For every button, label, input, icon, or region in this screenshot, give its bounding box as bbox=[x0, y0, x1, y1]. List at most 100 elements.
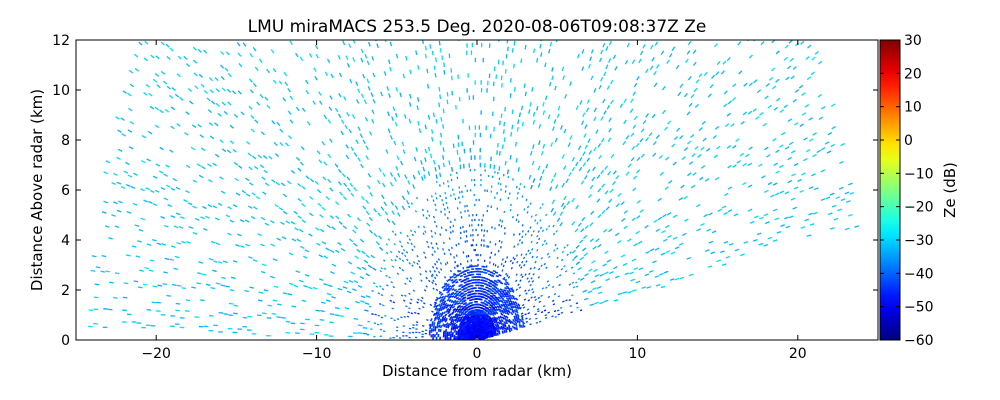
reflectivity-cell bbox=[271, 313, 277, 315]
reflectivity-cell bbox=[556, 256, 559, 260]
reflectivity-cell bbox=[480, 244, 482, 247]
reflectivity-cell bbox=[404, 254, 407, 258]
reflectivity-cell bbox=[497, 326, 500, 331]
reflectivity-cell bbox=[644, 273, 650, 277]
reflectivity-cell bbox=[509, 78, 512, 83]
reflectivity-cell bbox=[571, 166, 576, 172]
reflectivity-cell bbox=[490, 292, 494, 295]
reflectivity-cell bbox=[466, 260, 469, 263]
reflectivity-cell bbox=[448, 295, 452, 299]
reflectivity-cell bbox=[480, 42, 483, 48]
reflectivity-cell bbox=[787, 156, 792, 161]
reflectivity-cell bbox=[505, 300, 509, 304]
reflectivity-cell bbox=[698, 73, 703, 78]
reflectivity-cell bbox=[470, 290, 474, 293]
reflectivity-cell bbox=[789, 57, 794, 62]
reflectivity-cell bbox=[324, 334, 329, 336]
reflectivity-cell bbox=[550, 142, 554, 147]
reflectivity-cell bbox=[681, 156, 686, 161]
reflectivity-cell bbox=[494, 196, 496, 199]
reflectivity-cell bbox=[385, 243, 388, 246]
reflectivity-cell bbox=[631, 145, 636, 151]
reflectivity-cell bbox=[808, 117, 813, 121]
reflectivity-cell bbox=[261, 263, 267, 267]
reflectivity-cell bbox=[474, 132, 476, 138]
reflectivity-cell bbox=[450, 318, 454, 322]
reflectivity-cell bbox=[529, 150, 533, 156]
reflectivity-cell bbox=[544, 62, 547, 68]
reflectivity-cell bbox=[334, 314, 340, 317]
reflectivity-cell bbox=[519, 182, 522, 186]
reflectivity-cell bbox=[688, 273, 694, 277]
reflectivity-cell bbox=[540, 150, 544, 156]
reflectivity-cell bbox=[127, 174, 133, 178]
reflectivity-cell bbox=[493, 332, 496, 337]
reflectivity-cell bbox=[501, 330, 504, 334]
reflectivity-cell bbox=[550, 207, 554, 213]
reflectivity-cell bbox=[134, 224, 140, 227]
reflectivity-cell bbox=[288, 282, 294, 286]
reflectivity-cell bbox=[405, 251, 409, 254]
reflectivity-cell bbox=[280, 221, 285, 226]
reflectivity-cell bbox=[507, 276, 511, 279]
reflectivity-cell bbox=[412, 326, 415, 329]
reflectivity-cell bbox=[803, 137, 808, 141]
reflectivity-cell bbox=[765, 221, 770, 225]
reflectivity-cell bbox=[499, 281, 504, 285]
reflectivity-cell bbox=[613, 299, 619, 302]
reflectivity-cell bbox=[270, 220, 275, 224]
reflectivity-cell bbox=[431, 273, 434, 277]
reflectivity-cell bbox=[528, 174, 532, 180]
reflectivity-cell bbox=[105, 160, 111, 164]
reflectivity-cell bbox=[645, 137, 650, 142]
reflectivity-cell bbox=[639, 138, 644, 143]
reflectivity-cell bbox=[348, 43, 352, 49]
reflectivity-cell bbox=[446, 91, 449, 97]
reflectivity-cell bbox=[430, 195, 433, 198]
reflectivity-cell bbox=[499, 219, 502, 222]
reflectivity-cell bbox=[563, 128, 567, 134]
reflectivity-cell bbox=[400, 160, 404, 166]
reflectivity-cell bbox=[413, 156, 417, 162]
reflectivity-cell bbox=[516, 213, 519, 217]
reflectivity-cell bbox=[382, 172, 386, 177]
reflectivity-cell bbox=[148, 92, 153, 97]
reflectivity-cell bbox=[534, 298, 538, 301]
reflectivity-cell bbox=[401, 141, 405, 147]
reflectivity-cell bbox=[480, 239, 483, 242]
reflectivity-cell bbox=[655, 283, 661, 287]
reflectivity-cell bbox=[410, 202, 414, 205]
reflectivity-cell bbox=[368, 216, 373, 222]
reflectivity-cell bbox=[214, 122, 219, 127]
reflectivity-cell bbox=[449, 269, 452, 273]
reflectivity-cell bbox=[521, 230, 524, 233]
reflectivity-cell bbox=[759, 216, 764, 220]
reflectivity-cell bbox=[633, 267, 639, 271]
reflectivity-cell bbox=[435, 304, 439, 308]
reflectivity-cell bbox=[439, 94, 442, 100]
reflectivity-cell bbox=[406, 258, 409, 262]
reflectivity-cell bbox=[733, 213, 739, 217]
reflectivity-cell bbox=[561, 154, 565, 159]
reflectivity-cell bbox=[480, 173, 482, 177]
reflectivity-cell bbox=[708, 240, 714, 244]
reflectivity-cell bbox=[422, 166, 426, 172]
reflectivity-cell bbox=[536, 234, 539, 238]
reflectivity-cell bbox=[540, 52, 543, 57]
reflectivity-cell bbox=[430, 334, 433, 338]
reflectivity-cell bbox=[444, 302, 448, 306]
reflectivity-cell bbox=[295, 270, 301, 274]
reflectivity-cell bbox=[308, 53, 313, 58]
reflectivity-cell bbox=[623, 98, 627, 104]
reflectivity-cell bbox=[518, 239, 521, 242]
reflectivity-cell bbox=[773, 106, 778, 111]
reflectivity-cell bbox=[451, 331, 454, 336]
reflectivity-cell bbox=[452, 307, 457, 311]
reflectivity-cell bbox=[337, 241, 342, 246]
reflectivity-cell bbox=[735, 138, 740, 142]
reflectivity-cell bbox=[806, 148, 811, 153]
reflectivity-cell bbox=[538, 124, 542, 129]
reflectivity-cell bbox=[251, 192, 256, 196]
reflectivity-cell bbox=[556, 309, 560, 312]
reflectivity-cell bbox=[217, 112, 222, 117]
